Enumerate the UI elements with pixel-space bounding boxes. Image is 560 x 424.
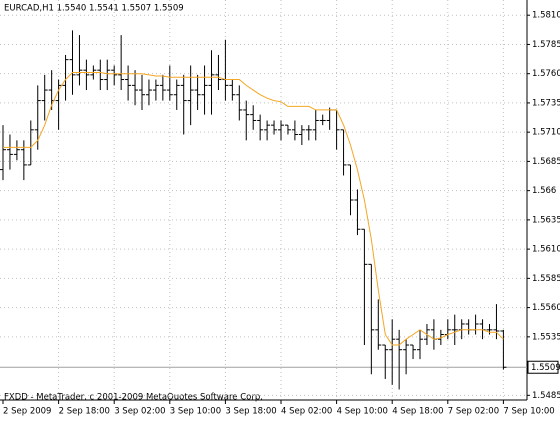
x-tick-label: 4 Sep 02:00	[281, 407, 332, 417]
x-tick-label: 3 Sep 18:00	[225, 407, 276, 417]
x-tick-label: 4 Sep 18:00	[392, 407, 443, 417]
price-box	[527, 360, 559, 374]
x-tick-label: 7 Sep 10:00	[503, 407, 554, 417]
y-tick-label: 1.5785	[532, 40, 560, 50]
y-tick-label: 1.566	[532, 186, 556, 196]
y-tick-label: 1.5585	[532, 274, 560, 284]
copyright: FXDD - MetaTrader, c 2001-2009 MetaQuote…	[4, 393, 263, 403]
price-label: 1.5509	[531, 363, 560, 373]
x-tick-label: 2 Sep 18:00	[59, 407, 110, 417]
y-tick-label: 1.5635	[532, 215, 560, 225]
y-tick-label: 1.5685	[532, 157, 560, 167]
y-tick-label: 1.5535	[532, 332, 560, 342]
x-tick-label: 7 Sep 02:00	[448, 407, 499, 417]
chart-header: EURCAD,H1 1.5540 1.5541 1.5507 1.5509	[4, 4, 184, 14]
x-tick-label: 3 Sep 10:00	[170, 407, 221, 417]
y-tick-label: 1.5485	[532, 391, 560, 401]
y-tick-label: 1.5710	[532, 128, 560, 138]
x-tick-label: 4 Sep 10:00	[337, 407, 388, 417]
x-tick-label: 2 Sep 2009	[3, 407, 51, 417]
y-tick-label: 1.5560	[532, 303, 560, 313]
y-tick-label: 1.5760	[532, 69, 560, 79]
x-tick-label: 3 Sep 02:00	[114, 407, 165, 417]
y-tick-label: 1.5735	[532, 98, 560, 108]
moving-average	[3, 72, 504, 346]
y-tick-label: 1.5610	[532, 245, 560, 255]
y-tick-label: 1.5810	[532, 11, 560, 21]
